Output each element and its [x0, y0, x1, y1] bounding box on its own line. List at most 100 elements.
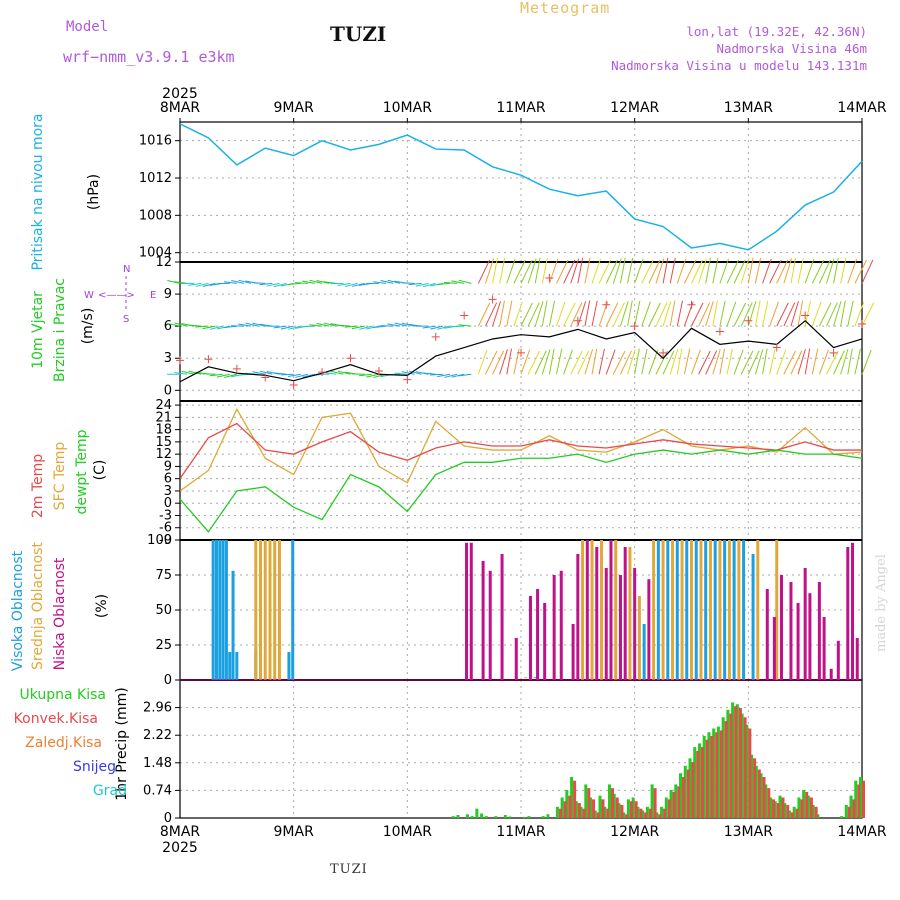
mid-cloud-bar	[273, 540, 277, 680]
convective-rain-bar	[862, 780, 865, 818]
convective-rain-bar	[710, 735, 714, 818]
wind-arrow	[726, 259, 739, 284]
wind-arrow	[458, 279, 472, 284]
wind-arrow	[847, 258, 858, 284]
total-rain-bar	[645, 806, 649, 818]
total-rain-bar	[655, 812, 659, 818]
high-cloud-bar	[218, 540, 222, 680]
wind-arrow	[527, 302, 540, 327]
mid-cloud-bar	[699, 540, 703, 680]
convective-rain-bar	[748, 728, 752, 818]
wind-arrow	[747, 350, 760, 375]
total-rain-bar	[773, 801, 777, 818]
wind-arrow	[577, 301, 587, 327]
convective-rain-bar	[573, 780, 577, 818]
mid-cloud-bar	[661, 540, 665, 680]
convective-rain-bar	[658, 814, 662, 818]
pressure-line	[179, 123, 863, 251]
wind-arrow	[570, 258, 580, 284]
wind-unit: (m/s)	[80, 308, 96, 345]
gust-marker	[460, 311, 469, 320]
wind-arrow	[337, 370, 351, 375]
wind-arrow	[245, 322, 259, 327]
total-rain-bar	[712, 728, 716, 818]
temp-unit: (C)	[92, 460, 108, 481]
convective-rain-bar	[563, 801, 567, 818]
wind-arrow	[762, 348, 768, 375]
wind-arrow	[648, 349, 659, 375]
wind-arrow	[719, 258, 730, 284]
wind-arrow	[309, 279, 323, 284]
convective-rain-bar	[696, 750, 700, 818]
wind-arrow	[634, 258, 644, 284]
total-rain-bar	[570, 776, 574, 818]
wind-arrow	[598, 348, 605, 375]
coordinates: lon,lat (19.32E, 42.36N)	[686, 24, 867, 39]
x-tick-label-bottom: 10MAR	[383, 824, 432, 840]
wind-arrow	[302, 373, 316, 378]
wind-arrow	[655, 258, 665, 284]
low-cloud-bar	[500, 554, 504, 680]
year-label-top: 2025	[162, 86, 198, 102]
total-rain-bar	[787, 810, 791, 818]
y-tick-label: 12	[155, 447, 172, 462]
wind-arrow	[485, 350, 498, 375]
total-rain-bar	[584, 784, 588, 818]
wind-arrow	[280, 325, 294, 330]
wind-arrow	[499, 349, 508, 375]
total-rain-bar	[859, 776, 862, 818]
wind-arrow	[740, 350, 754, 375]
high-cloud-bar	[694, 540, 698, 680]
total-rain-bar	[816, 814, 820, 818]
convective-rain-bar	[800, 799, 804, 818]
wind-arrow	[712, 300, 718, 327]
wind-arrow	[826, 302, 838, 327]
high-cloud-bar	[742, 540, 746, 680]
wind-arrow	[619, 257, 626, 284]
convective-rain-bar	[805, 791, 809, 818]
wind-arrow	[634, 348, 640, 375]
low-cloud-bar	[855, 638, 859, 680]
total-rain-bar	[508, 816, 512, 818]
wind-arrow	[705, 257, 711, 284]
wind-arrow	[387, 279, 401, 284]
y-tick-label: 3	[164, 484, 172, 499]
y-tick-label: 2.22	[143, 728, 172, 743]
wind-arrow	[316, 280, 330, 284]
wind-arrow	[422, 372, 436, 375]
convective-rain-bar	[753, 758, 757, 818]
low-cloud-bar	[481, 561, 485, 680]
convective-rain-bar	[648, 808, 652, 818]
wind-arrow	[223, 281, 237, 284]
wind-arrow	[854, 301, 865, 327]
y-tick-label: 2.96	[143, 701, 172, 716]
wind-arrow	[548, 300, 556, 327]
low-cloud-bar	[829, 668, 833, 680]
high-cloud-bar	[713, 540, 717, 680]
total-rain-bar	[731, 702, 735, 818]
convective-rain-bar	[857, 784, 861, 818]
gust-marker	[858, 320, 866, 329]
mid-cloud-bar	[690, 540, 693, 680]
wind-arrow	[506, 258, 516, 284]
wind-arrow	[676, 348, 683, 375]
wind-arrow	[167, 322, 181, 327]
total-rain-bar	[565, 790, 569, 818]
wind-arrow	[598, 259, 612, 284]
convective-rain-bar	[663, 808, 667, 818]
low-cloud-bar	[528, 596, 532, 680]
total-rain-bar	[617, 803, 621, 818]
wind-arrow	[840, 300, 846, 327]
wind-arrow	[683, 348, 691, 375]
wind-arrow	[429, 373, 443, 376]
convective-rain-bar	[634, 801, 638, 818]
wind-arrow	[273, 325, 287, 329]
low-cloud-bar	[789, 582, 793, 680]
mid-cloud-bar	[652, 540, 656, 680]
wind-arrow	[577, 257, 584, 284]
x-tick-label-top: 13MAR	[724, 100, 773, 116]
wind-arrow	[683, 259, 697, 284]
wind-arrow	[223, 325, 237, 329]
wind-arrow	[698, 350, 711, 375]
direction-arrows: <——>	[98, 290, 135, 301]
